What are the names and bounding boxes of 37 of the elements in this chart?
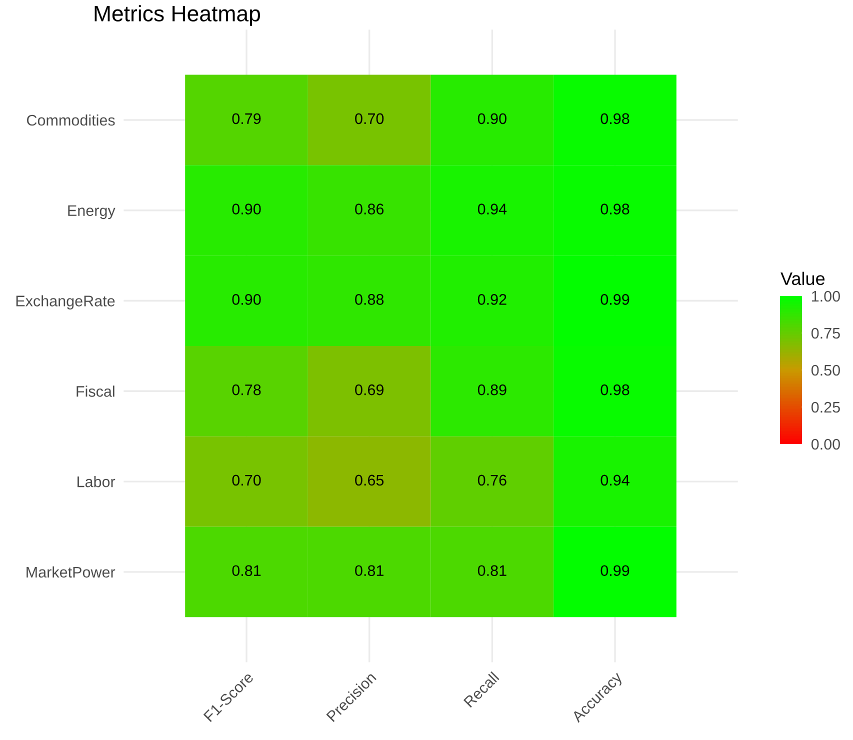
chart-title: Metrics Heatmap [94, 5, 260, 26]
y-tick-label: ExchangeRate [16, 295, 115, 310]
y-tick-label: Labor [78, 476, 116, 488]
data-label: 0.90 [232, 204, 261, 214]
data-label: 0.89 [478, 384, 506, 396]
y-tick-label: Energy [68, 205, 116, 220]
data-label: 0.98 [600, 113, 630, 124]
color-bar-title: Value [780, 272, 825, 286]
data-label: 0.99 [600, 294, 630, 305]
y-tick-label: Fiscal [76, 386, 114, 397]
color-bar-label: 1.00 [812, 290, 840, 302]
data-label: 0.79 [232, 113, 261, 124]
data-label: 0.69 [355, 384, 384, 396]
y-tick-label: MarketPower [26, 566, 116, 578]
color-bar-label: 0.25 [811, 402, 840, 413]
data-label: 0.94 [478, 204, 507, 214]
data-label: 0.65 [355, 474, 384, 486]
data-label: 0.70 [355, 113, 384, 124]
color-bar-label: 0.50 [811, 364, 840, 376]
data-label: 0.78 [232, 384, 261, 396]
data-label: 0.99 [600, 565, 630, 576]
color-bar-label: 0.00 [811, 438, 840, 450]
data-label: 0.81 [478, 565, 506, 576]
color-bar-label: 0.75 [811, 328, 840, 339]
data-label: 0.90 [232, 294, 261, 305]
data-label: 0.86 [355, 204, 384, 214]
y-tick-label: Commodities [26, 114, 115, 126]
data-label: 0.98 [600, 384, 630, 396]
data-label: 0.94 [600, 474, 630, 486]
data-label: 0.70 [232, 474, 261, 486]
data-label: 0.81 [355, 565, 384, 576]
data-label: 0.90 [478, 113, 506, 124]
data-label: 0.76 [478, 474, 506, 486]
data-label: 0.92 [478, 294, 506, 305]
data-label: 0.81 [232, 565, 261, 576]
data-label: 0.98 [600, 204, 630, 214]
data-label: 0.88 [355, 294, 384, 305]
